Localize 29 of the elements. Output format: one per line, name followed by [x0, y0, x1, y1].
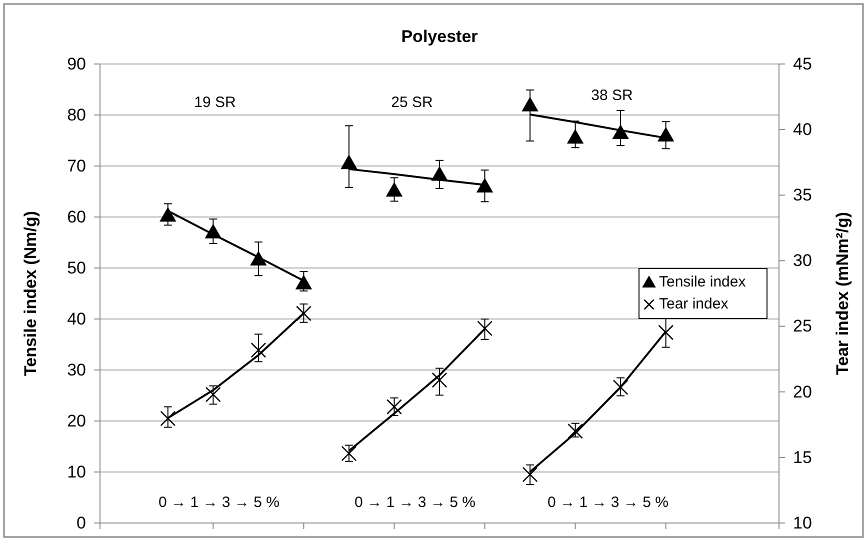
y-tick-label: 40	[67, 309, 86, 328]
y-tick-label: 10	[67, 462, 86, 482]
y-tick-label: 80	[67, 105, 86, 124]
y2-tick-label: 30	[793, 251, 812, 270]
legend-label: Tear index	[659, 295, 729, 312]
y2-tick-label: 35	[793, 186, 812, 205]
y2-axis-title: Tear index (mNm²/g)	[833, 212, 852, 376]
y-tick-label: 20	[67, 411, 86, 430]
y2-tick-label: 20	[793, 382, 812, 402]
annotation: 0 → 1 → 3 → 5 %	[548, 494, 668, 511]
annotation: 19 SR	[194, 94, 236, 111]
y-tick-label: 60	[67, 207, 86, 226]
y-tick-label: 70	[67, 156, 86, 176]
y-tick-label: 90	[67, 54, 86, 74]
y2-tick-label: 15	[793, 448, 812, 467]
y2-tick-label: 45	[793, 54, 812, 74]
y2-tick-label: 10	[793, 513, 812, 532]
annotation: 0 → 1 → 3 → 5 %	[354, 494, 476, 511]
legend-label: Tensile index	[659, 273, 746, 290]
y2-tick-label: 25	[793, 316, 812, 336]
y-tick-label: 0	[76, 513, 86, 532]
annotation: 38 SR	[591, 86, 634, 104]
chart-title: Polyester	[401, 27, 478, 46]
y-tick-label: 50	[67, 258, 86, 278]
y-tick-label: 30	[67, 360, 86, 380]
annotation: 0 → 1 → 3 → 5 %	[158, 494, 280, 511]
annotation: 25 SR	[391, 94, 434, 111]
y2-tick-label: 40	[793, 120, 812, 140]
y-axis-title: Tensile index (Nm/g)	[21, 211, 40, 376]
